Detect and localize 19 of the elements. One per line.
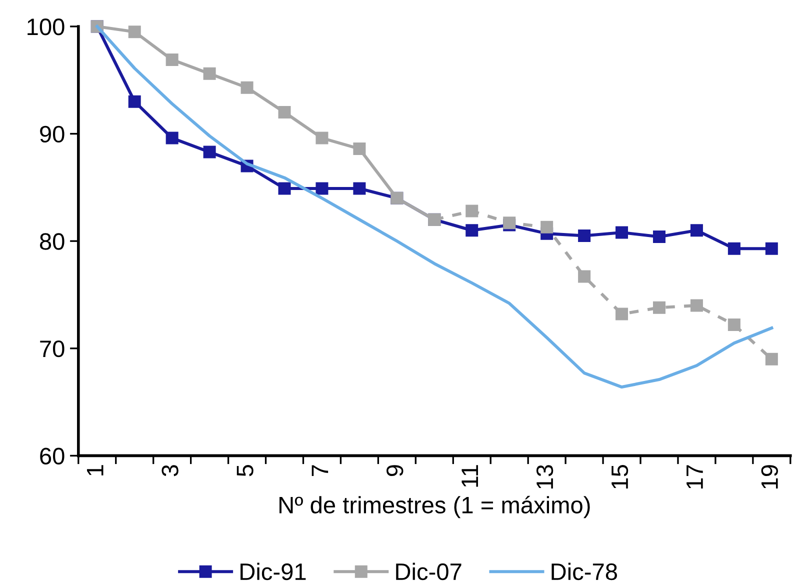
x-axis-title: Nº de trimestres (1 = máximo): [280, 496, 590, 518]
y-tick-label: 90: [40, 126, 64, 143]
x-tick-label: 19: [761, 465, 778, 488]
y-tick-label: 70: [40, 340, 64, 358]
legend-label: Dic-91: [240, 562, 306, 580]
legend-label: Dic-78: [552, 562, 617, 580]
x-tick-label: 11: [462, 465, 478, 487]
x-tick-label: 9: [386, 465, 404, 476]
x-tick-label: 15: [612, 465, 628, 488]
x-tick-label: 3: [162, 465, 178, 476]
y-tick-label: 80: [40, 233, 64, 250]
y-tick-label: 100: [28, 18, 64, 36]
x-tick-label: 13: [536, 465, 554, 488]
x-tick-label: 1: [87, 465, 104, 476]
x-tick-label: 7: [312, 465, 328, 476]
x-tick-label: 5: [236, 465, 254, 476]
y-tick-label: 60: [40, 448, 64, 464]
legend-label: Dic-07: [396, 562, 462, 580]
x-tick-label: 17: [686, 465, 703, 488]
